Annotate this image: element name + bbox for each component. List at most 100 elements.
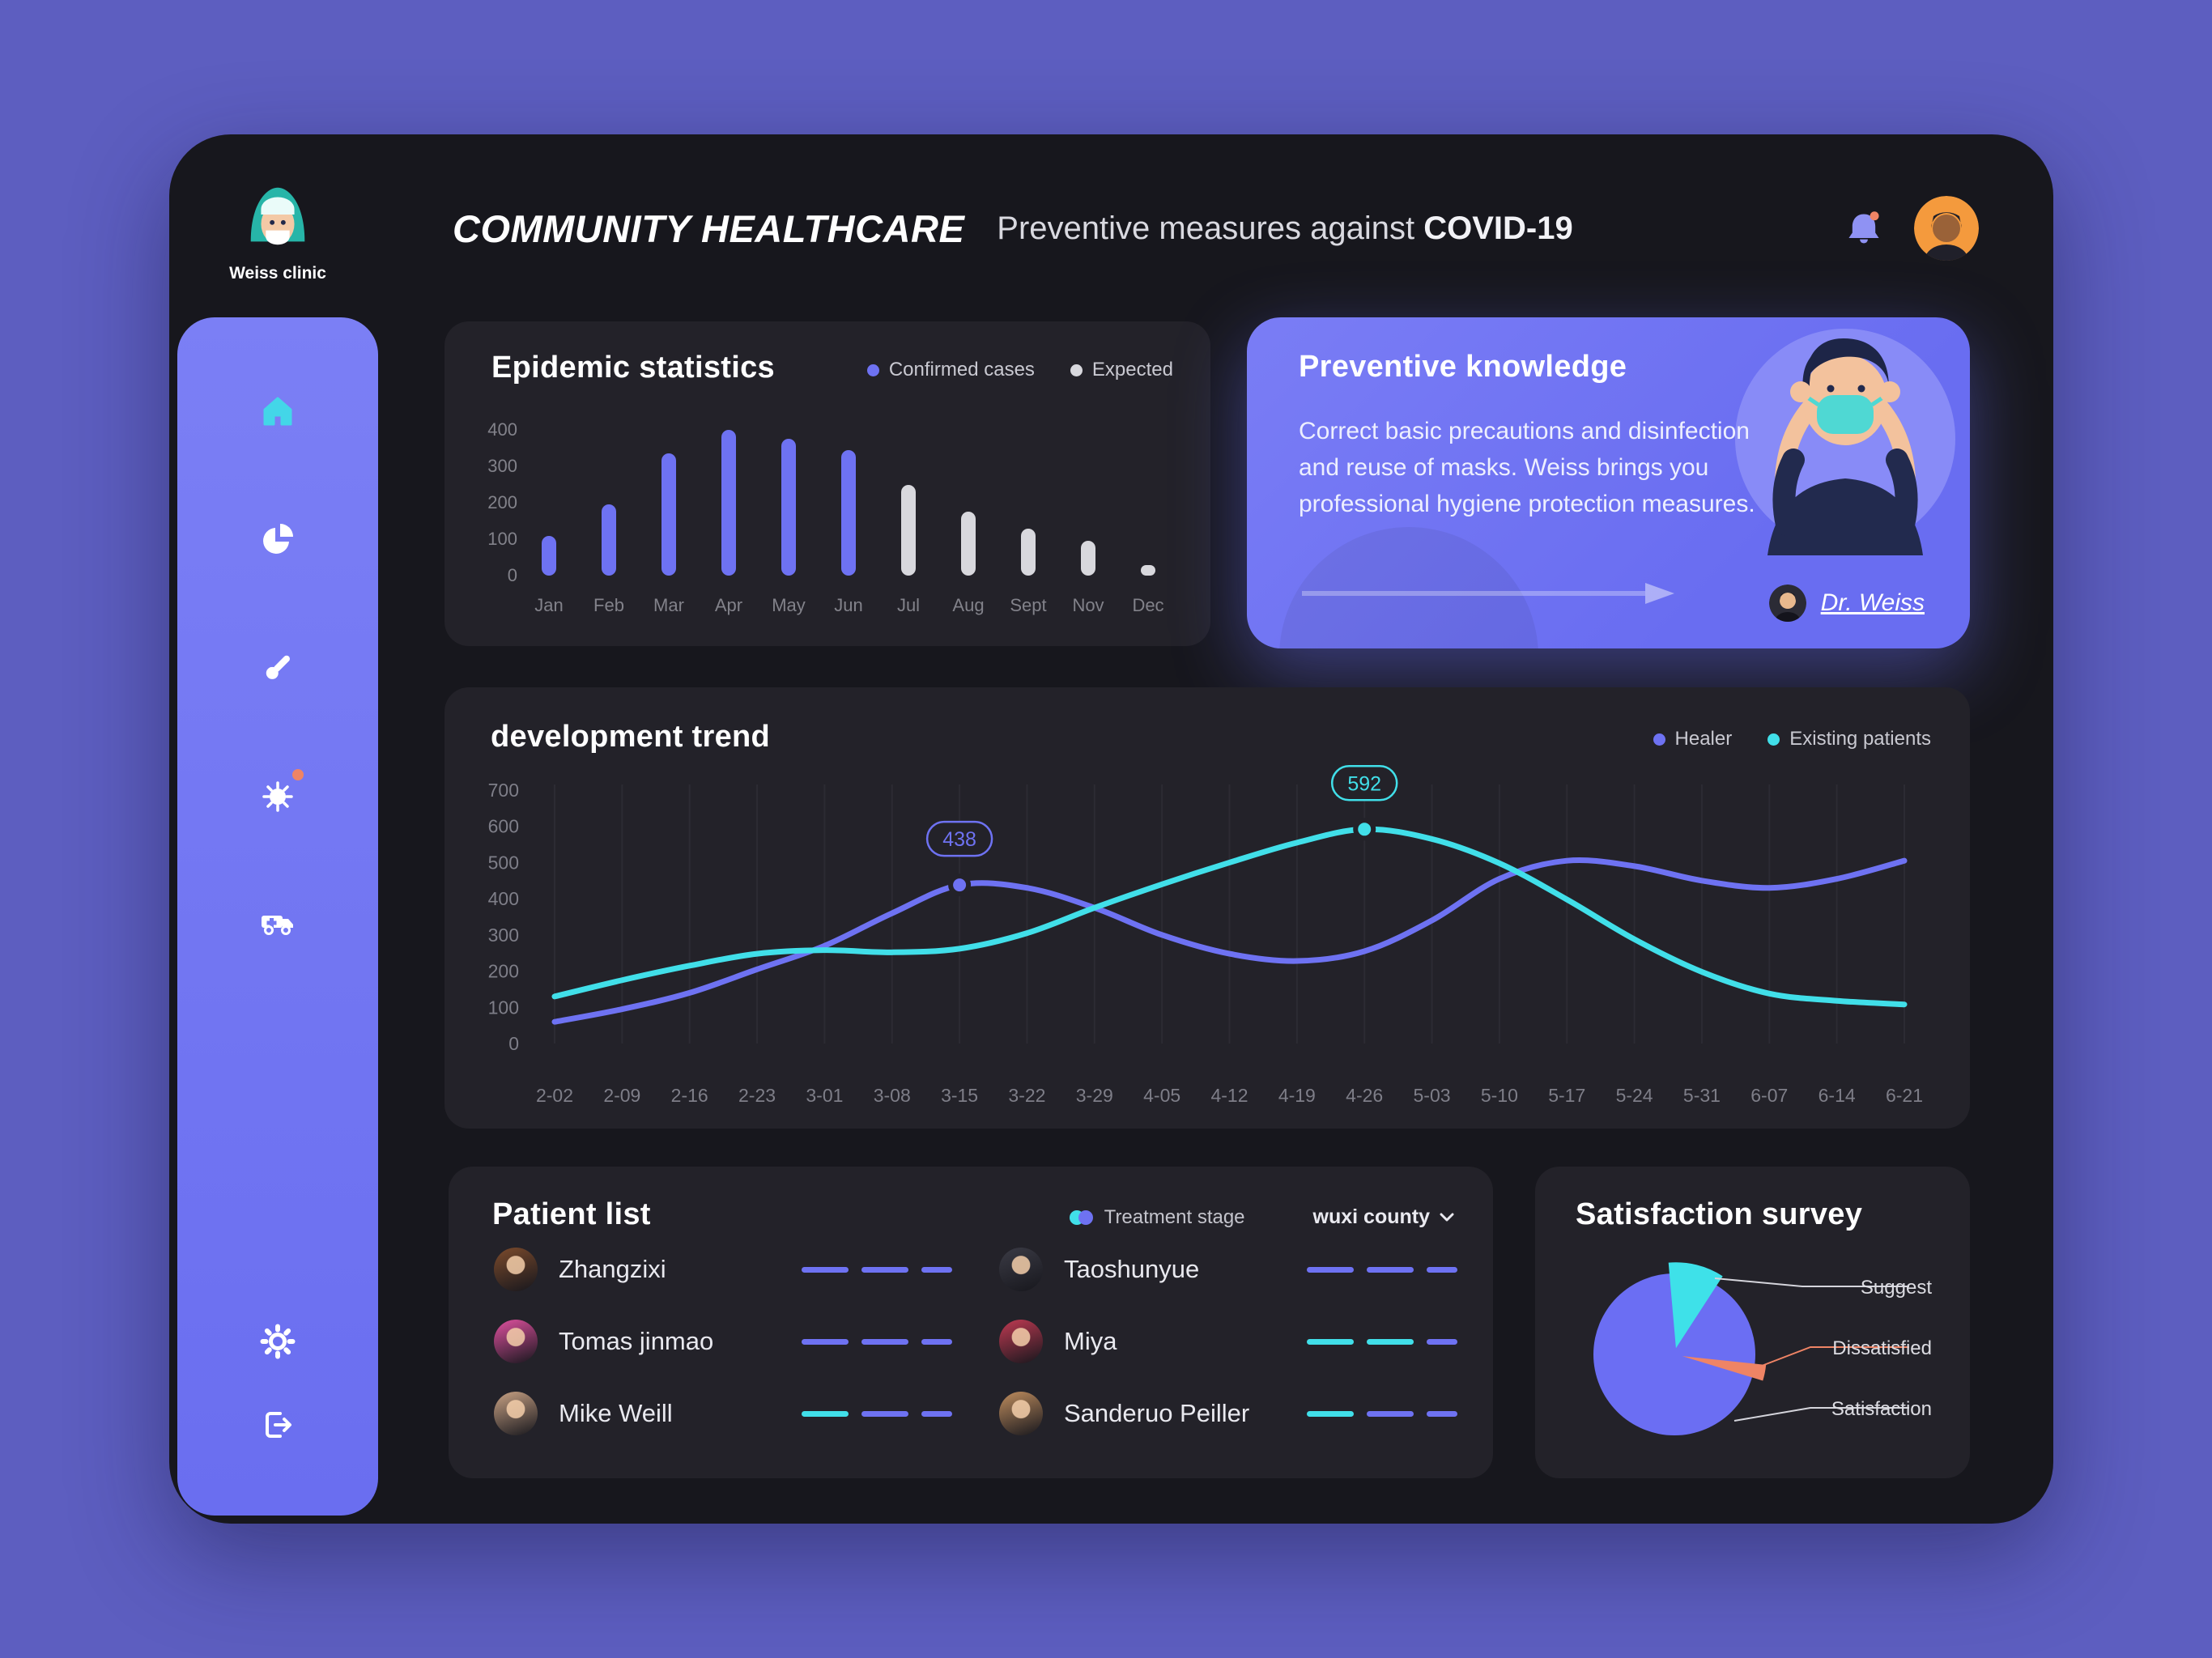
- progress-dash: [1427, 1266, 1457, 1273]
- treatment-progress: [1307, 1410, 1457, 1417]
- healer-dot-icon: [1653, 733, 1665, 746]
- bar-label-May: May: [772, 595, 806, 615]
- sidebar-item-home[interactable]: [253, 387, 302, 436]
- page-title: COMMUNITY HEALTHCARE: [453, 206, 965, 250]
- bar-Jul: [901, 484, 916, 576]
- sidebar-item-temperature[interactable]: [253, 643, 302, 691]
- svg-text:592: 592: [1347, 772, 1381, 795]
- patient-row[interactable]: Tomas jinmao: [494, 1316, 952, 1367]
- bar-Jan: [542, 535, 556, 576]
- trend-line-chart: 0 100 200 300 400 500 600 700 2-02 2-09 2-16 2-23 3-…: [445, 687, 1970, 1129]
- bar-Sept: [1021, 528, 1036, 576]
- legend-existing-patients: Existing patients: [1767, 728, 1931, 750]
- preventive-knowledge-card: Preventive knowledge Correct basic preca…: [1247, 317, 1970, 648]
- doctor-link-row: Dr. Weiss: [1768, 585, 1925, 622]
- progress-dash: [921, 1338, 952, 1345]
- bar-label-Aug: Aug: [952, 595, 985, 615]
- svg-text:6-21: 6-21: [1886, 1085, 1923, 1106]
- svg-text:5-31: 5-31: [1683, 1085, 1721, 1106]
- user-avatar-image: [1914, 196, 1979, 261]
- treatment-progress: [802, 1410, 952, 1417]
- existing-patients-dot-icon: [1767, 733, 1780, 746]
- patient-row[interactable]: Taoshunyue: [999, 1244, 1457, 1295]
- thermometer-icon: [266, 655, 290, 679]
- svg-text:600: 600: [488, 816, 519, 837]
- top-bar: COMMUNITY HEALTHCARE Preventive measures…: [453, 194, 1979, 262]
- confirmed-dot-icon: [866, 363, 879, 376]
- svg-text:2-09: 2-09: [603, 1085, 640, 1106]
- treatment-stage-dots-icon: [1069, 1209, 1093, 1225]
- patient-avatar: [494, 1248, 538, 1291]
- patient-row[interactable]: Mike Weill: [494, 1388, 952, 1439]
- svg-text:6-14: 6-14: [1819, 1085, 1856, 1106]
- svg-text:4-05: 4-05: [1143, 1085, 1180, 1106]
- settings-gear-icon: [260, 1324, 296, 1359]
- svg-text:0: 0: [508, 1033, 519, 1054]
- svg-text:3-08: 3-08: [874, 1085, 911, 1106]
- progress-dash: [802, 1410, 849, 1417]
- progress-dash: [802, 1266, 849, 1273]
- svg-text:200: 200: [488, 961, 519, 982]
- notifications-button[interactable]: [1844, 209, 1883, 248]
- patient-name: Tomas jinmao: [559, 1327, 714, 1355]
- patient-name: Taoshunyue: [1064, 1255, 1200, 1283]
- sidebar-item-statistics[interactable]: [253, 515, 302, 563]
- progress-dash: [861, 1338, 908, 1345]
- patient-row[interactable]: Zhangzixi: [494, 1244, 952, 1295]
- trend-title: development trend: [491, 720, 771, 754]
- patients-column-2: Taoshunyue Miya Sanderuo Peiller: [999, 1244, 1457, 1460]
- progress-dash: [921, 1410, 952, 1417]
- svg-text:3-15: 3-15: [941, 1085, 978, 1106]
- patient-row[interactable]: Sanderuo Peiller: [999, 1388, 1457, 1439]
- expected-dot-icon: [1070, 363, 1083, 376]
- svg-text:2-23: 2-23: [738, 1085, 776, 1106]
- bar-label-Apr: Apr: [714, 595, 743, 615]
- sidebar-item-logout[interactable]: [253, 1401, 302, 1449]
- patient-name: Zhangzixi: [559, 1255, 666, 1283]
- cta-arrow-icon[interactable]: [1299, 581, 1687, 606]
- clinic-logo: [250, 187, 305, 245]
- svg-text:3-01: 3-01: [806, 1085, 843, 1106]
- svg-text:5-24: 5-24: [1616, 1085, 1653, 1106]
- sidebar-item-virus-alerts[interactable]: [253, 769, 304, 819]
- svg-text:100: 100: [488, 997, 519, 1018]
- virus-icon: [262, 781, 293, 812]
- bar-label-Sept: Sept: [1010, 595, 1047, 615]
- user-avatar[interactable]: [1914, 196, 1979, 261]
- clinic-logo-block: Weiss clinic: [169, 178, 386, 283]
- progress-dash: [1367, 1266, 1414, 1273]
- treatment-progress: [1307, 1338, 1457, 1345]
- svg-text:6-07: 6-07: [1750, 1085, 1788, 1106]
- progress-dash: [1427, 1338, 1457, 1345]
- epidemic-bar-chart: 0 100 200 300 400 Jan Feb Mar Apr May Jun Jul Aug Sep…: [445, 321, 1210, 646]
- survey-title: Satisfaction survey: [1576, 1197, 1863, 1231]
- app-window: Weiss clinic: [169, 134, 2053, 1524]
- svg-text:400: 400: [488, 888, 519, 909]
- bar-Apr: [721, 430, 736, 576]
- treatment-progress: [802, 1338, 952, 1345]
- doctor-avatar: [1768, 585, 1806, 622]
- patient-name: Mike Weill: [559, 1399, 673, 1427]
- satisfaction-survey-card: Satisfaction survey Suggest Dissatisfied S…: [1535, 1167, 1970, 1478]
- chevron-down-icon: [1440, 1213, 1454, 1221]
- patient-row[interactable]: Miya: [999, 1316, 1457, 1367]
- bar-Jun: [841, 449, 856, 576]
- county-filter-dropdown[interactable]: wuxi county: [1313, 1205, 1454, 1229]
- bar-Mar: [661, 453, 676, 576]
- sidebar-item-settings[interactable]: [253, 1317, 302, 1366]
- logout-icon: [266, 1412, 291, 1438]
- treatment-stage-legend: Treatment stage: [1069, 1206, 1245, 1229]
- treatment-progress: [802, 1266, 952, 1273]
- sidebar: [177, 317, 378, 1516]
- bar-label-Dec: Dec: [1132, 595, 1164, 615]
- legend-healer: Healer: [1653, 728, 1732, 750]
- patient-avatar: [999, 1392, 1043, 1435]
- sidebar-item-ambulance[interactable]: [253, 899, 302, 947]
- progress-dash: [802, 1338, 849, 1345]
- bar-Aug: [961, 512, 976, 576]
- doctor-link[interactable]: Dr. Weiss: [1820, 589, 1925, 616]
- svg-text:5-10: 5-10: [1481, 1085, 1518, 1106]
- progress-dash: [1367, 1338, 1414, 1345]
- bar-Dec: [1141, 564, 1155, 576]
- patients-title: Patient list: [492, 1197, 651, 1231]
